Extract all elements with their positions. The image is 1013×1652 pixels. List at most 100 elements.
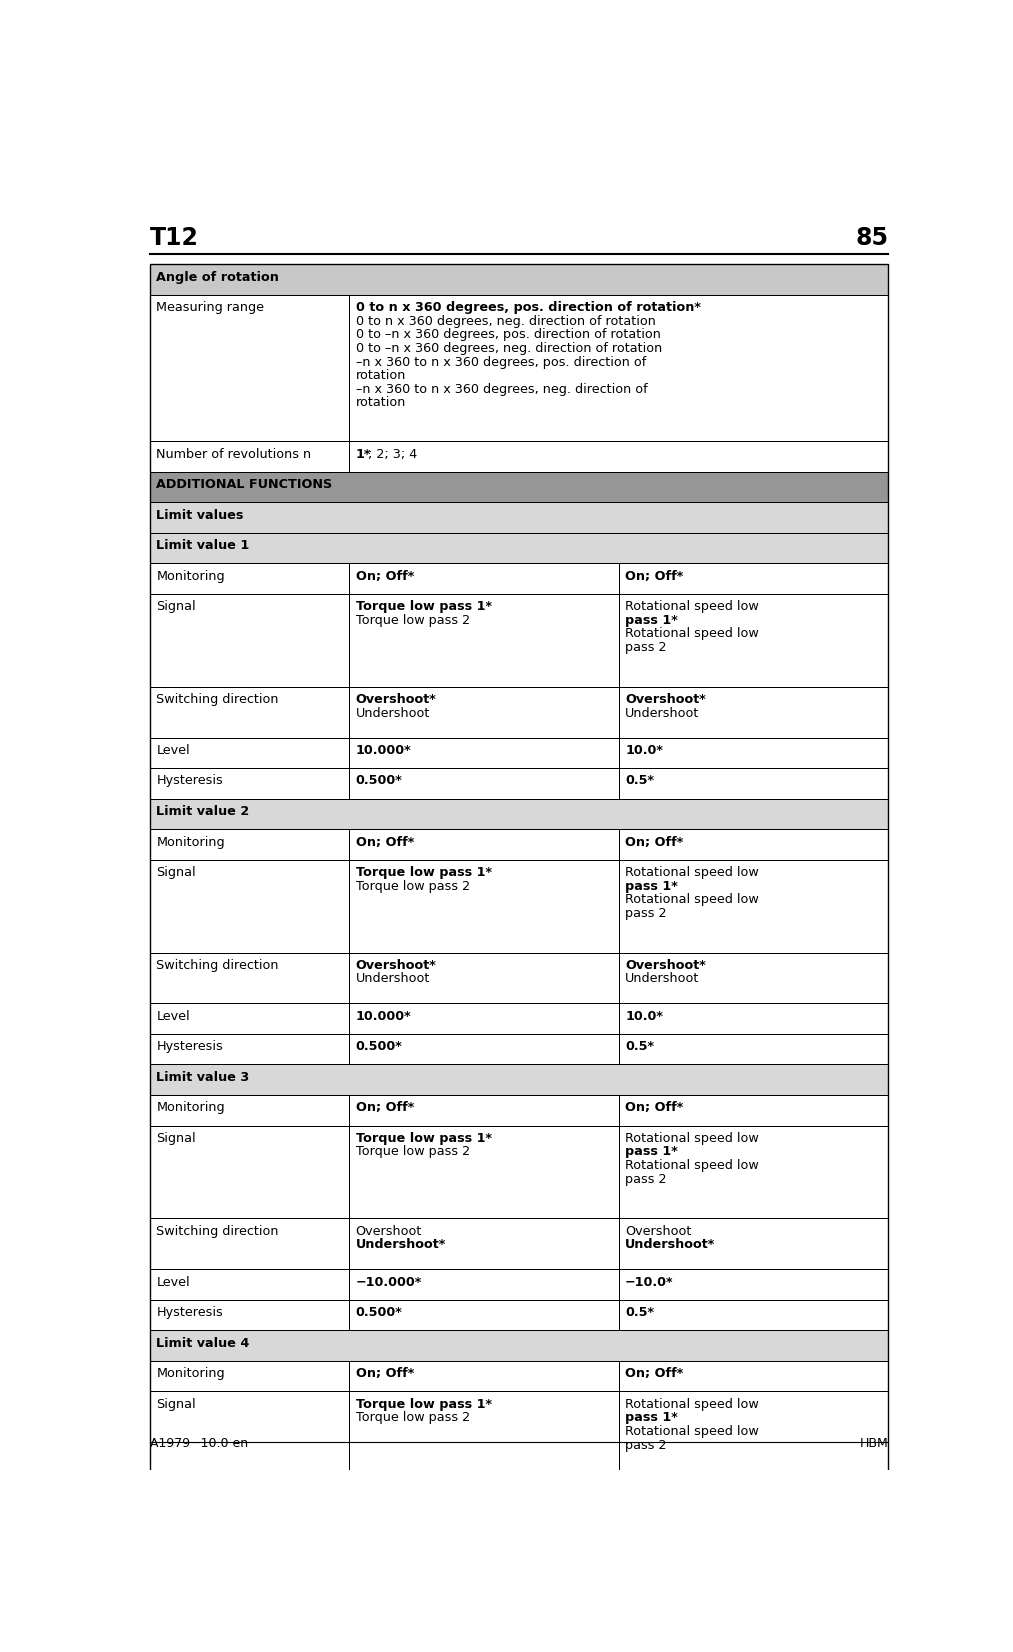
Bar xyxy=(349,737,619,768)
Text: Undershoot: Undershoot xyxy=(356,973,431,986)
Bar xyxy=(150,472,888,502)
Bar xyxy=(619,1095,888,1125)
Text: Rotational speed low: Rotational speed low xyxy=(625,1160,759,1171)
Text: Monitoring: Monitoring xyxy=(156,836,225,849)
Bar xyxy=(349,1034,619,1064)
Text: 1*: 1* xyxy=(356,448,371,461)
Text: Measuring range: Measuring range xyxy=(156,301,264,314)
Bar xyxy=(619,1034,888,1064)
Bar xyxy=(150,1300,888,1330)
Text: Torque low pass 2: Torque low pass 2 xyxy=(356,1411,470,1424)
Text: ADDITIONAL FUNCTIONS: ADDITIONAL FUNCTIONS xyxy=(156,477,332,491)
Text: Switching direction: Switching direction xyxy=(156,694,279,705)
Bar xyxy=(150,1391,888,1483)
Text: Signal: Signal xyxy=(156,600,197,613)
Text: Switching direction: Switching direction xyxy=(156,1224,279,1237)
Bar xyxy=(150,829,349,859)
Bar xyxy=(150,1034,349,1064)
Text: 0.5*: 0.5* xyxy=(625,775,654,788)
Bar xyxy=(150,563,349,593)
Text: A1979−10.0 en: A1979−10.0 en xyxy=(150,1437,248,1450)
Bar xyxy=(150,534,888,563)
Bar xyxy=(150,296,888,441)
Text: Overshoot*: Overshoot* xyxy=(625,694,706,705)
Text: Rotational speed low: Rotational speed low xyxy=(625,628,759,641)
Bar xyxy=(150,1330,888,1361)
Text: Level: Level xyxy=(156,1275,190,1289)
Bar xyxy=(150,1330,888,1361)
Bar xyxy=(349,1269,619,1300)
Bar xyxy=(619,737,888,768)
Bar xyxy=(150,737,888,768)
Bar xyxy=(150,502,888,534)
Text: Rotational speed low: Rotational speed low xyxy=(625,600,759,613)
Bar xyxy=(619,1391,888,1483)
Bar xyxy=(150,1125,888,1219)
Text: Level: Level xyxy=(156,1009,190,1023)
Text: pass 1*: pass 1* xyxy=(625,1411,678,1424)
Bar xyxy=(349,593,619,687)
Text: Signal: Signal xyxy=(156,1398,197,1411)
Text: Undershoot: Undershoot xyxy=(356,707,431,720)
Text: 0 to n x 360 degrees, pos. direction of rotation*: 0 to n x 360 degrees, pos. direction of … xyxy=(356,301,701,314)
Bar xyxy=(150,441,888,472)
Text: Switching direction: Switching direction xyxy=(156,958,279,971)
Bar xyxy=(150,953,349,1003)
Text: On; Off*: On; Off* xyxy=(625,836,684,849)
Bar xyxy=(349,441,888,472)
Text: Torque low pass 2: Torque low pass 2 xyxy=(356,1145,470,1158)
Bar xyxy=(619,687,888,737)
Text: Torque low pass 1*: Torque low pass 1* xyxy=(356,1398,491,1411)
Bar xyxy=(150,1269,349,1300)
Text: Signal: Signal xyxy=(156,1132,197,1145)
Text: Rotational speed low: Rotational speed low xyxy=(625,866,759,879)
Bar xyxy=(150,1361,888,1391)
Bar xyxy=(150,264,888,296)
Bar xyxy=(150,441,349,472)
Bar xyxy=(150,1361,349,1391)
Bar xyxy=(150,593,349,687)
Text: rotation: rotation xyxy=(356,396,406,410)
Text: Number of revolutions n: Number of revolutions n xyxy=(156,448,312,461)
Bar xyxy=(150,798,888,829)
Text: Torque low pass 1*: Torque low pass 1* xyxy=(356,866,491,879)
Bar xyxy=(150,1034,888,1064)
Bar xyxy=(150,953,888,1003)
Text: Angle of rotation: Angle of rotation xyxy=(156,271,280,284)
Bar xyxy=(150,1219,888,1269)
Text: On; Off*: On; Off* xyxy=(625,570,684,583)
Text: 10.000*: 10.000* xyxy=(356,1009,411,1023)
Text: –n x 360 to n x 360 degrees, neg. direction of: –n x 360 to n x 360 degrees, neg. direct… xyxy=(356,383,647,396)
Text: –n x 360 to n x 360 degrees, pos. direction of: –n x 360 to n x 360 degrees, pos. direct… xyxy=(356,355,646,368)
Text: pass 2: pass 2 xyxy=(625,1439,667,1452)
Bar xyxy=(619,1125,888,1219)
Bar xyxy=(150,1064,888,1095)
Bar xyxy=(150,1391,349,1483)
Text: pass 1*: pass 1* xyxy=(625,615,678,626)
Text: 0 to –n x 360 degrees, neg. direction of rotation: 0 to –n x 360 degrees, neg. direction of… xyxy=(356,342,661,355)
Bar xyxy=(150,1269,888,1300)
Bar xyxy=(619,859,888,953)
Text: Overshoot*: Overshoot* xyxy=(356,958,437,971)
Bar xyxy=(150,1300,349,1330)
Bar xyxy=(150,1219,349,1269)
Text: Overshoot: Overshoot xyxy=(356,1224,422,1237)
Bar xyxy=(150,1064,888,1095)
Bar xyxy=(150,534,888,563)
Bar xyxy=(619,1269,888,1300)
Bar xyxy=(150,859,349,953)
Text: Torque low pass 1*: Torque low pass 1* xyxy=(356,600,491,613)
Bar xyxy=(349,859,619,953)
Text: On; Off*: On; Off* xyxy=(625,1102,684,1115)
Bar xyxy=(150,768,888,798)
Text: Signal: Signal xyxy=(156,866,197,879)
Bar xyxy=(150,1125,349,1219)
Text: Hysteresis: Hysteresis xyxy=(156,1307,223,1320)
Text: Monitoring: Monitoring xyxy=(156,570,225,583)
Bar xyxy=(349,1125,619,1219)
Text: Limit value 3: Limit value 3 xyxy=(156,1070,250,1084)
Text: On; Off*: On; Off* xyxy=(356,1368,414,1379)
Bar xyxy=(349,296,888,441)
Bar xyxy=(349,829,619,859)
Bar xyxy=(150,502,888,534)
